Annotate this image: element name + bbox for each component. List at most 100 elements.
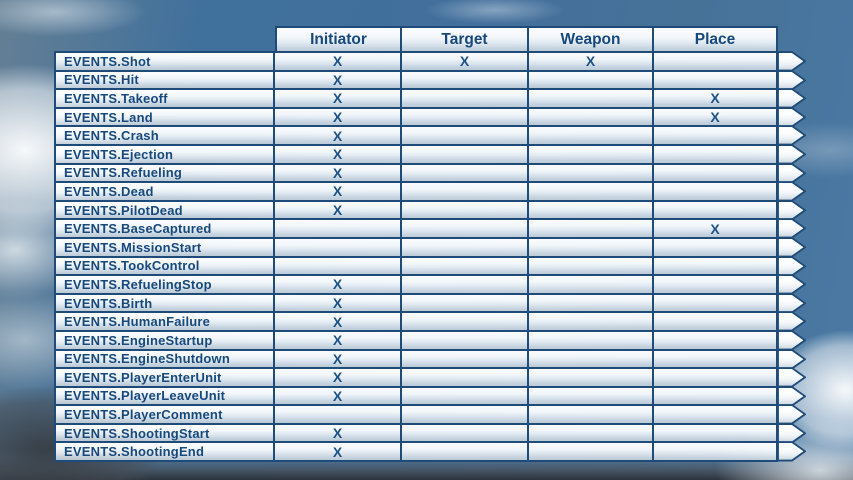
initiator-mark-cell: X	[275, 162, 402, 184]
place-mark-cell	[654, 329, 778, 351]
target-mark-cell	[402, 218, 529, 239]
place-mark-cell	[654, 162, 778, 184]
target-mark-cell	[402, 329, 529, 351]
initiator-mark-cell: X	[275, 311, 402, 332]
target-mark-cell: X	[402, 51, 529, 72]
target-mark-cell	[402, 69, 529, 91]
event-name-cell: EVENTS.PlayerComment	[54, 404, 275, 425]
initiator-mark-cell: X	[275, 441, 402, 463]
row-arrow-icon	[778, 88, 806, 109]
row-arrow-icon	[778, 255, 806, 277]
table-row: EVENTS.Takeoff X X	[54, 88, 806, 109]
weapon-mark-cell	[529, 69, 654, 91]
row-arrow-icon	[778, 441, 806, 462]
weapon-mark-cell	[529, 404, 654, 425]
place-mark-cell	[654, 51, 778, 72]
row-arrow-icon	[778, 106, 806, 128]
event-name-cell: EVENTS.Dead	[54, 181, 275, 202]
target-mark-cell	[402, 422, 529, 444]
row-arrow-icon	[778, 274, 806, 295]
place-mark-cell	[654, 255, 778, 277]
initiator-mark-cell: X	[275, 292, 402, 314]
column-header-target: Target	[402, 26, 529, 53]
weapon-mark-cell	[529, 181, 654, 202]
place-mark-cell: X	[654, 106, 778, 128]
table-row: EVENTS.PlayerComment	[54, 404, 806, 425]
row-arrow-icon	[778, 348, 806, 370]
initiator-mark-cell: X	[275, 199, 402, 221]
weapon-mark-cell	[529, 125, 654, 146]
initiator-mark-cell: X	[275, 51, 402, 72]
weapon-mark-cell	[529, 385, 654, 407]
row-arrow-icon	[778, 237, 806, 258]
initiator-mark-cell: X	[275, 88, 402, 109]
row-arrow-icon	[778, 51, 806, 72]
row-arrow-icon	[778, 69, 806, 91]
weapon-mark-cell	[529, 367, 654, 388]
row-arrow-icon	[778, 162, 806, 184]
weapon-mark-cell	[529, 218, 654, 239]
table-row: EVENTS.ShootingStart X	[54, 422, 806, 444]
table-row: EVENTS.PlayerEnterUnit X	[54, 367, 806, 388]
table-row: EVENTS.Refueling X	[54, 162, 806, 184]
target-mark-cell	[402, 255, 529, 277]
weapon-mark-cell	[529, 255, 654, 277]
weapon-mark-cell	[529, 143, 654, 165]
weapon-mark-cell	[529, 329, 654, 351]
initiator-mark-cell: X	[275, 329, 402, 351]
column-header-weapon: Weapon	[529, 26, 654, 53]
table-row: EVENTS.Crash X	[54, 125, 806, 146]
table-row: EVENTS.Land X X	[54, 106, 806, 128]
weapon-mark-cell	[529, 106, 654, 128]
weapon-mark-cell	[529, 311, 654, 332]
target-mark-cell	[402, 367, 529, 388]
table-header-row: Initiator Target Weapon Place	[275, 26, 806, 53]
table-row: EVENTS.TookControl	[54, 255, 806, 277]
event-name-cell: EVENTS.MissionStart	[54, 236, 275, 258]
place-mark-cell	[654, 367, 778, 388]
weapon-mark-cell	[529, 199, 654, 221]
table-row: EVENTS.RefuelingStop X	[54, 274, 806, 295]
place-mark-cell	[654, 199, 778, 221]
row-arrow-icon	[778, 404, 806, 425]
initiator-mark-cell: X	[275, 106, 402, 128]
initiator-mark-cell: X	[275, 274, 402, 295]
event-name-cell: EVENTS.Birth	[54, 292, 275, 314]
event-name-cell: EVENTS.EngineShutdown	[54, 348, 275, 370]
table-row: EVENTS.EngineStartup X	[54, 329, 806, 351]
place-mark-cell: X	[654, 218, 778, 239]
table-body: EVENTS.Shot X X X EVENTS.Hit X	[54, 51, 806, 463]
place-mark-cell	[654, 274, 778, 295]
initiator-mark-cell	[275, 236, 402, 258]
target-mark-cell	[402, 311, 529, 332]
place-mark-cell	[654, 311, 778, 332]
initiator-mark-cell: X	[275, 385, 402, 407]
event-name-cell: EVENTS.Ejection	[54, 143, 275, 165]
event-name-cell: EVENTS.HumanFailure	[54, 311, 275, 332]
event-name-cell: EVENTS.BaseCaptured	[54, 218, 275, 239]
weapon-mark-cell	[529, 292, 654, 314]
target-mark-cell	[402, 125, 529, 146]
table-row: EVENTS.MissionStart	[54, 236, 806, 258]
row-arrow-icon	[778, 199, 806, 221]
target-mark-cell	[402, 143, 529, 165]
table-row: EVENTS.PlayerLeaveUnit X	[54, 385, 806, 407]
target-mark-cell	[402, 236, 529, 258]
table-row: EVENTS.Dead X	[54, 181, 806, 202]
event-name-cell: EVENTS.Land	[54, 106, 275, 128]
table-row: EVENTS.PilotDead X	[54, 199, 806, 221]
row-arrow-icon	[778, 181, 806, 202]
place-mark-cell: X	[654, 88, 778, 109]
table-row: EVENTS.EngineShutdown X	[54, 348, 806, 370]
weapon-mark-cell	[529, 422, 654, 444]
row-arrow-icon	[778, 330, 806, 351]
table-row: EVENTS.ShootingEnd X	[54, 441, 806, 463]
initiator-mark-cell: X	[275, 422, 402, 444]
target-mark-cell	[402, 199, 529, 221]
place-mark-cell	[654, 181, 778, 202]
event-name-cell: EVENTS.Takeoff	[54, 88, 275, 109]
initiator-mark-cell	[275, 255, 402, 277]
initiator-mark-cell: X	[275, 143, 402, 165]
event-name-cell: EVENTS.Hit	[54, 69, 275, 91]
